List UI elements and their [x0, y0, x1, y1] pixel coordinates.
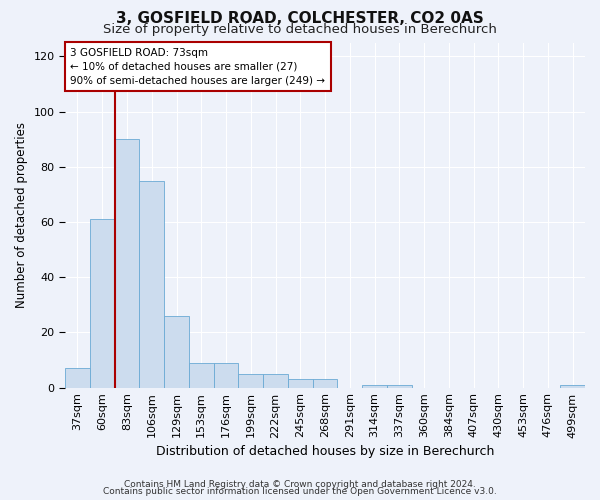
Text: Size of property relative to detached houses in Berechurch: Size of property relative to detached ho…	[103, 22, 497, 36]
Bar	[288, 380, 313, 388]
Text: Contains HM Land Registry data © Crown copyright and database right 2024.: Contains HM Land Registry data © Crown c…	[124, 480, 476, 489]
Bar	[387, 385, 412, 388]
Text: Contains public sector information licensed under the Open Government Licence v3: Contains public sector information licen…	[103, 488, 497, 496]
Bar	[560, 385, 585, 388]
Bar	[238, 374, 263, 388]
Bar	[313, 380, 337, 388]
Bar	[164, 316, 189, 388]
Bar	[263, 374, 288, 388]
Bar	[115, 139, 139, 388]
Bar	[65, 368, 90, 388]
Text: 3, GOSFIELD ROAD, COLCHESTER, CO2 0AS: 3, GOSFIELD ROAD, COLCHESTER, CO2 0AS	[116, 11, 484, 26]
Bar	[189, 362, 214, 388]
Bar	[90, 219, 115, 388]
Text: 3 GOSFIELD ROAD: 73sqm
← 10% of detached houses are smaller (27)
90% of semi-det: 3 GOSFIELD ROAD: 73sqm ← 10% of detached…	[70, 48, 325, 86]
X-axis label: Distribution of detached houses by size in Berechurch: Distribution of detached houses by size …	[156, 444, 494, 458]
Bar	[214, 362, 238, 388]
Bar	[362, 385, 387, 388]
Y-axis label: Number of detached properties: Number of detached properties	[15, 122, 28, 308]
Bar	[139, 180, 164, 388]
